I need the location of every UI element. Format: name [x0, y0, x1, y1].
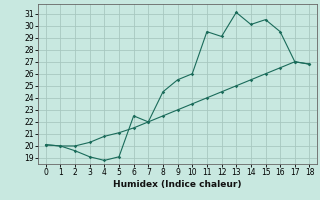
X-axis label: Humidex (Indice chaleur): Humidex (Indice chaleur): [113, 180, 242, 189]
